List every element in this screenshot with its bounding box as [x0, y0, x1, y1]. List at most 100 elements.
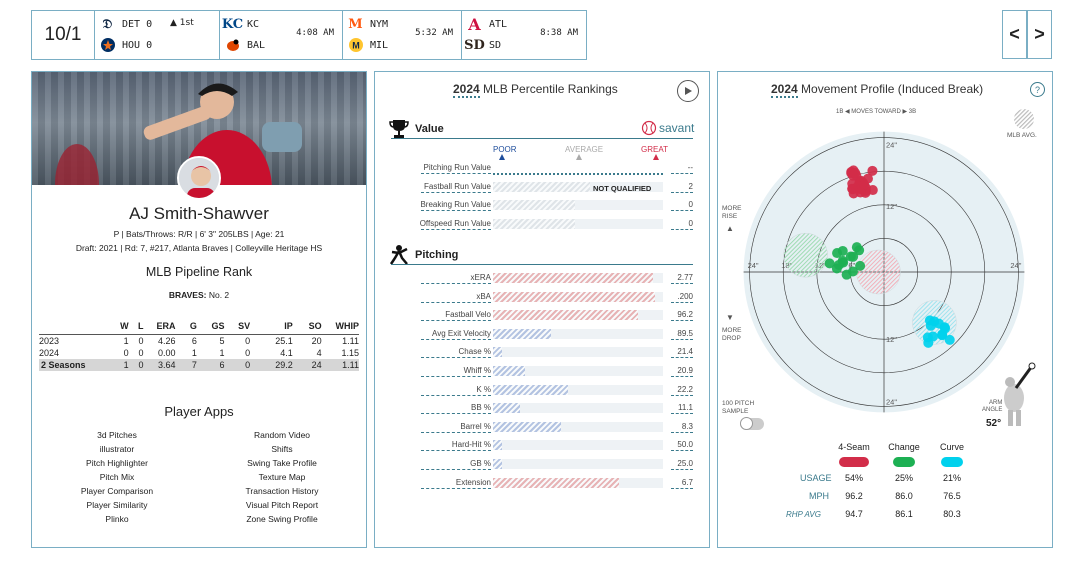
player-draft: Draft: 2021 | Rd: 7, #217, Atlanta Brave… [75, 243, 323, 253]
metric-row: Chase % 21.4 [375, 346, 705, 359]
app-link[interactable]: Plinko [105, 514, 129, 524]
stats-row-2023: 2023 1 0 4.26 6 5 0 25.1 20 1.11 [39, 335, 359, 348]
metric-bar-track [493, 403, 663, 414]
metric-label[interactable]: GB % [470, 459, 491, 468]
movement-year: 2024 [771, 82, 798, 98]
game-atl-sd[interactable]: A ATL SD SD 8:38 AM [462, 11, 586, 59]
metric-label[interactable]: K % [476, 384, 491, 394]
metric-row: xBA .200 [375, 291, 705, 303]
metric-value: 89.5 [677, 328, 693, 338]
metric-value: 22.2 [677, 384, 693, 394]
metric-value: 11.1 [678, 403, 693, 413]
metric-label[interactable]: Barrel % [460, 421, 491, 431]
app-link[interactable]: Transaction History [245, 486, 319, 496]
pitch-rhp-avg: 86.1 [895, 509, 913, 519]
player-panel: AJ Smith-Shawver P | Bats/Throws: R/R | … [31, 71, 367, 548]
stats-cell: 0 [138, 348, 144, 358]
metric-value: .200 [677, 291, 693, 301]
metric-underline [421, 173, 491, 174]
player-name: AJ Smith-Shawver [129, 204, 269, 223]
metric-label[interactable]: Breaking Run Value [420, 200, 491, 209]
scoreboard-date[interactable]: 10/1 [32, 11, 95, 59]
metric-label[interactable]: Avg Exit Velocity [432, 328, 491, 338]
metric-label[interactable]: BB % [470, 403, 491, 413]
app-link[interactable]: Pitch Mix [99, 472, 135, 482]
metric-bar-fill [493, 291, 655, 302]
metric-bar-track [493, 459, 663, 469]
metric-row: Pitching Run Value -- [375, 162, 705, 175]
metric-label[interactable]: Pitching Run Value [423, 163, 491, 172]
stats-cell: 4 [316, 348, 322, 358]
app-link[interactable]: Texture Map [258, 472, 306, 482]
help-icon[interactable]: ? [1030, 82, 1045, 97]
play-icon[interactable] [677, 80, 699, 102]
app-link[interactable]: illustrator [99, 444, 135, 454]
app-link[interactable]: Random Video [253, 430, 311, 440]
metric-label[interactable]: Whiff % [463, 366, 491, 375]
metric-value: 21.4 [677, 347, 693, 357]
pitching-divider [391, 264, 693, 265]
game-kc-bal[interactable]: KC KC BAL 4:08 AM [220, 11, 343, 59]
trophy-icon [389, 120, 409, 138]
metric-row: xERA 2.77 [375, 272, 705, 284]
svg-text:M: M [352, 41, 360, 51]
metric-value-underline [671, 431, 693, 433]
next-button[interactable]: > [1027, 10, 1052, 59]
metric-value: -- [687, 163, 693, 172]
savant-logo[interactable]: savant [641, 120, 694, 136]
metric-label[interactable]: Chase % [458, 347, 491, 357]
stats-cell: 1 [123, 336, 129, 346]
metric-label[interactable]: xBA [476, 291, 491, 301]
movement-panel: 2024 Movement Profile (Induced Break) ? … [717, 71, 1053, 548]
game-det-hou[interactable]: 𝔇 DET 0 HOU 0 ▲ 1st [95, 11, 220, 59]
metric-label[interactable]: xERA [470, 273, 491, 282]
metric-label[interactable]: Fastball Velo [445, 310, 491, 320]
metric-bar-track [493, 200, 663, 210]
game-nym-mil[interactable]: M NYM M MIL 5:32 AM [343, 11, 462, 59]
metric-bar-track [493, 218, 663, 229]
metric-underline [421, 376, 491, 377]
metric-label[interactable]: Fastball Run Value [424, 181, 491, 191]
metric-bar-fill [493, 384, 568, 395]
ring-label: 12" [886, 335, 897, 344]
metric-bar-fill [493, 328, 551, 339]
app-link[interactable]: Shifts [271, 444, 293, 454]
metric-value-underline [671, 283, 693, 284]
metric-row: Breaking Run Value 0 [375, 199, 705, 211]
ring-label: 24" [1010, 261, 1021, 270]
pitch-color-swatch [893, 457, 915, 467]
app-link[interactable]: Player Similarity [86, 500, 148, 510]
app-link[interactable]: Player Comparison [80, 486, 154, 496]
metric-bar-track [493, 347, 663, 358]
metric-underline [421, 450, 491, 452]
app-link[interactable]: Visual Pitch Report [245, 500, 319, 510]
stats-cell: 0 [245, 336, 251, 346]
sample-label: 100 PITCH SAMPLE [722, 400, 755, 415]
app-link[interactable]: Pitch Highlighter [86, 458, 148, 468]
sample-toggle[interactable] [740, 417, 764, 430]
movement-title: 2024 Movement Profile (Induced Break) [771, 82, 983, 98]
app-link[interactable]: 3d Pitches [97, 430, 137, 440]
metric-row: Hard-Hit % 50.0 [375, 439, 705, 452]
metric-label[interactable]: Offspeed Run Value [419, 218, 491, 228]
app-link[interactable]: Swing Take Profile [247, 458, 317, 468]
app-link[interactable]: Zone Swing Profile [246, 514, 318, 524]
stats-cell: 3.64 [157, 360, 176, 370]
astros-logo-icon [99, 37, 116, 54]
stats-header: W [120, 321, 129, 331]
away-team: NYM [370, 18, 389, 30]
scale-poor: POOR [493, 145, 517, 154]
row-label-usage: USAGE [800, 473, 832, 483]
pitch-usage: 54% [844, 473, 863, 483]
metric-underline [421, 394, 491, 396]
pitch-mph: 96.2 [845, 491, 863, 501]
metric-label[interactable]: Extension [455, 477, 491, 487]
metric-label[interactable]: Hard-Hit % [451, 440, 491, 450]
metric-value-underline [671, 413, 693, 415]
metric-bar-track [493, 328, 663, 339]
prev-button[interactable]: < [1002, 10, 1027, 59]
home-team: BAL [247, 39, 266, 51]
braves-logo-icon: A [468, 14, 481, 34]
pitch-dot [940, 323, 951, 334]
stats-header-row: W L ERA G GS SV IP SO WHIP [39, 318, 359, 335]
